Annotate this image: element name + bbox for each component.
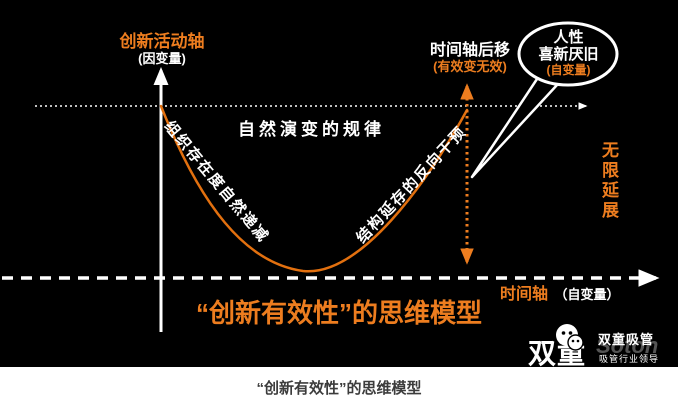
y-axis-title: 创新活动轴 [119, 32, 205, 51]
balloon-line3: (自变量) [546, 63, 591, 77]
balloon-tail [470, 78, 558, 179]
diagram-canvas: 创新活动轴 (因变量) 自然演变的规律 组织存在度自然递减 结构延存的反向干预 … [0, 0, 678, 367]
balloon-line1: 人性 [553, 29, 584, 46]
image-caption: “创新有效性”的思维模型 [256, 380, 422, 397]
speech-balloon [517, 21, 619, 87]
diagram-graphics [2, 21, 660, 332]
brand-product-name: 双童吸管 [598, 332, 655, 347]
balloon-text: 人性 喜新厌旧 (自变量) [520, 29, 617, 77]
y-axis-subtitle: (因变量) [138, 51, 186, 66]
time-shift-title: 时间轴后移 [429, 42, 510, 59]
x-axis-subtitle: （自变量） [554, 287, 620, 302]
x-axis-title: 时间轴 [500, 286, 549, 303]
time-shift-subtitle: (有效变无效) [433, 59, 507, 74]
main-title: “创新有效性”的思维模型 [195, 298, 482, 328]
x-axis-label: 时间轴 （自变量） [500, 280, 619, 304]
u-curve [159, 104, 469, 273]
caption-band: “创新有效性”的思维模型 [0, 367, 678, 407]
brand-tagline: 吸管行业领导者 [599, 354, 660, 377]
brand-watermark: Soton [596, 333, 659, 358]
balloon-line2: 喜新厌旧 [538, 46, 599, 63]
infinite-extension-label: 无限延展 [599, 141, 618, 221]
natural-evolution-label: 自然演变的规律 [238, 120, 385, 139]
brand-logo: 双童 Soton 双童吸管 吸管行业领导者 [527, 324, 667, 377]
